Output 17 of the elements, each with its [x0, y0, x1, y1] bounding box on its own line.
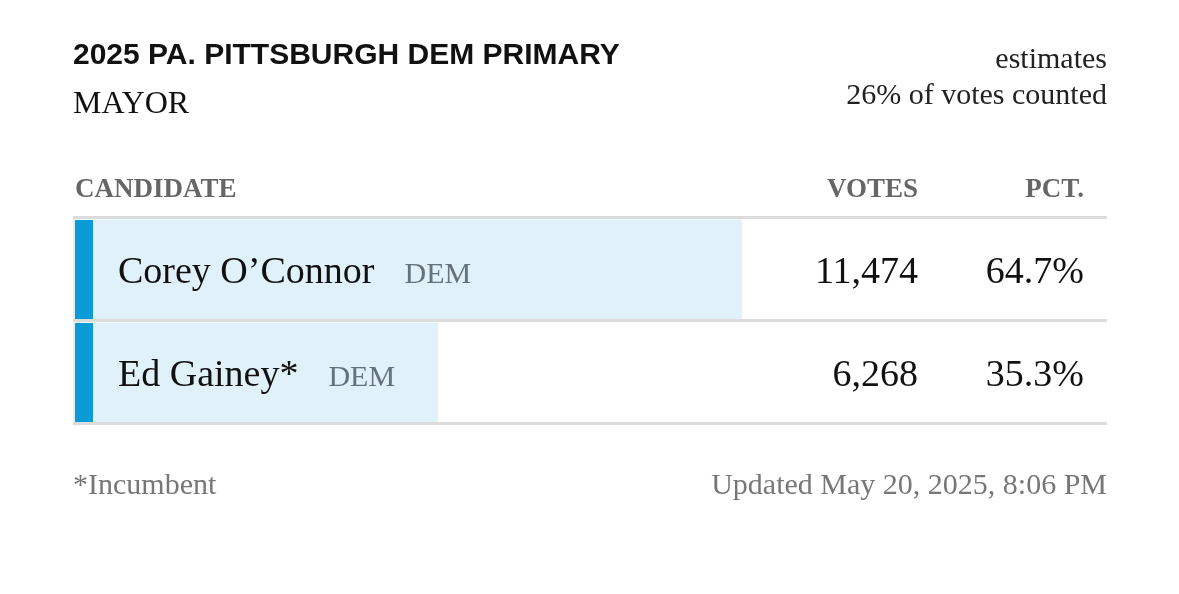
text: 26% of votes counted	[846, 77, 1107, 110]
text: *Incumbent	[73, 467, 217, 500]
text: PCT.	[1025, 173, 1084, 203]
data-label: 64.7%	[985, 248, 1084, 291]
text: Updated May 20, 2025, 8:06 PM	[711, 467, 1107, 500]
y-tick-label: Corey O’Connor	[118, 248, 375, 291]
text: 11,474	[814, 248, 918, 291]
y-tick-label: Ed Gainey*	[118, 351, 299, 394]
text: estimates	[995, 41, 1107, 74]
annotation: DEM	[328, 358, 396, 392]
chart-subtitle: MAYOR	[73, 84, 190, 120]
annotation: DEM	[404, 255, 472, 289]
chart-title: 2025 PA. PITTSBURGH DEM PRIMARY	[73, 37, 620, 70]
text: 6,268	[832, 351, 918, 394]
text: CANDIDATE	[75, 173, 237, 203]
data-label: 35.3%	[985, 351, 1084, 394]
text: VOTES	[827, 173, 918, 203]
